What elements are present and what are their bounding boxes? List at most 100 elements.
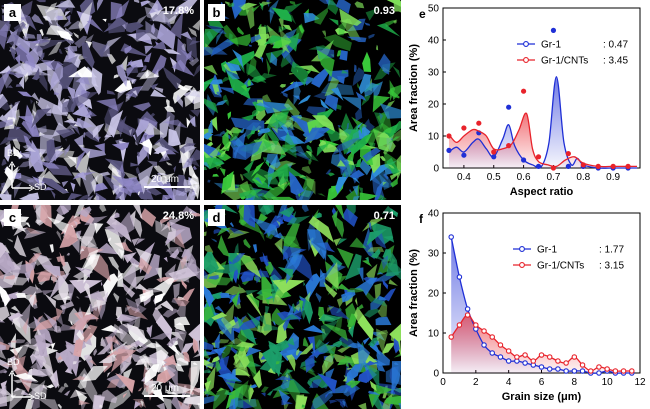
grain bbox=[355, 157, 362, 168]
grain bbox=[78, 360, 83, 364]
grain bbox=[209, 143, 222, 159]
grain bbox=[190, 360, 200, 395]
grain bbox=[99, 404, 103, 408]
grain bbox=[261, 312, 272, 336]
grain bbox=[240, 271, 255, 283]
grain bbox=[204, 388, 218, 398]
grain bbox=[257, 325, 265, 333]
grain bbox=[303, 324, 327, 334]
grain bbox=[277, 162, 289, 186]
axis-reference: BD SD bbox=[6, 148, 47, 192]
grain bbox=[135, 29, 151, 41]
grain bbox=[335, 176, 349, 195]
grain bbox=[382, 288, 396, 302]
grain bbox=[176, 82, 192, 91]
data-point bbox=[491, 154, 497, 160]
grain bbox=[163, 256, 168, 263]
kam-value: 0.93 bbox=[373, 5, 395, 17]
grain bbox=[214, 332, 220, 349]
grain bbox=[113, 292, 120, 303]
grain bbox=[137, 387, 143, 392]
grain bbox=[308, 239, 321, 258]
grain bbox=[138, 257, 153, 275]
grain bbox=[375, 362, 386, 372]
grain bbox=[273, 320, 276, 326]
grain bbox=[289, 0, 296, 6]
grain bbox=[137, 164, 154, 195]
grain bbox=[84, 215, 108, 226]
grain bbox=[328, 399, 338, 404]
grain bbox=[377, 383, 401, 398]
grain bbox=[143, 52, 152, 63]
grain bbox=[337, 124, 342, 129]
legend-name: Gr-1/CNTs bbox=[541, 56, 588, 67]
grain bbox=[125, 21, 144, 33]
data-point bbox=[448, 234, 454, 240]
grain bbox=[156, 23, 176, 51]
y-tick-label: 30 bbox=[428, 68, 440, 79]
grain bbox=[305, 150, 312, 158]
grain bbox=[232, 367, 251, 376]
grain bbox=[64, 53, 83, 63]
grain bbox=[109, 335, 121, 346]
grain bbox=[267, 390, 274, 396]
grain bbox=[301, 205, 309, 213]
grain bbox=[57, 403, 62, 409]
grain bbox=[107, 109, 124, 138]
grain bbox=[293, 151, 312, 162]
panel-label: f bbox=[419, 212, 424, 226]
grain bbox=[366, 263, 378, 286]
micrograph-d bbox=[204, 205, 401, 409]
grain bbox=[189, 116, 196, 128]
grain bbox=[231, 140, 237, 147]
grain bbox=[83, 334, 94, 343]
grain bbox=[96, 98, 119, 112]
legend-value: : 3.45 bbox=[603, 56, 628, 67]
grain bbox=[135, 238, 146, 246]
legend-marker bbox=[519, 246, 525, 252]
grain bbox=[271, 279, 306, 294]
grain bbox=[173, 165, 177, 173]
grain bbox=[212, 133, 224, 137]
grain bbox=[274, 375, 295, 381]
grain bbox=[249, 384, 258, 389]
grain bbox=[218, 338, 230, 344]
grain bbox=[351, 177, 361, 184]
grain bbox=[60, 55, 79, 76]
grain bbox=[393, 19, 397, 24]
grain bbox=[279, 206, 295, 218]
grain bbox=[13, 234, 27, 258]
grain bbox=[151, 54, 167, 75]
grain bbox=[278, 16, 284, 32]
grain bbox=[346, 36, 367, 43]
grain bbox=[0, 240, 8, 260]
grain bbox=[64, 390, 71, 396]
grain bbox=[156, 402, 166, 409]
grain bbox=[353, 146, 357, 152]
grain bbox=[188, 57, 200, 67]
grain bbox=[175, 348, 189, 366]
grain bbox=[140, 295, 147, 302]
grain bbox=[106, 379, 120, 389]
data-point bbox=[481, 342, 487, 348]
grain bbox=[299, 294, 310, 320]
grain bbox=[181, 288, 195, 302]
grain bbox=[66, 193, 83, 200]
grain bbox=[186, 50, 192, 61]
grain bbox=[359, 192, 379, 200]
grain bbox=[270, 284, 279, 304]
grain bbox=[125, 93, 130, 103]
grain bbox=[213, 312, 235, 345]
data-point bbox=[464, 306, 471, 312]
grain bbox=[241, 114, 254, 121]
grain bbox=[140, 400, 144, 408]
grain bbox=[24, 104, 40, 137]
grain bbox=[73, 31, 79, 39]
grain bbox=[4, 274, 16, 280]
legend-name: Gr-1 bbox=[537, 245, 557, 256]
grain bbox=[19, 16, 37, 31]
data-point bbox=[604, 366, 610, 372]
grain bbox=[50, 342, 56, 351]
grain bbox=[204, 231, 207, 237]
grain bbox=[317, 193, 326, 197]
